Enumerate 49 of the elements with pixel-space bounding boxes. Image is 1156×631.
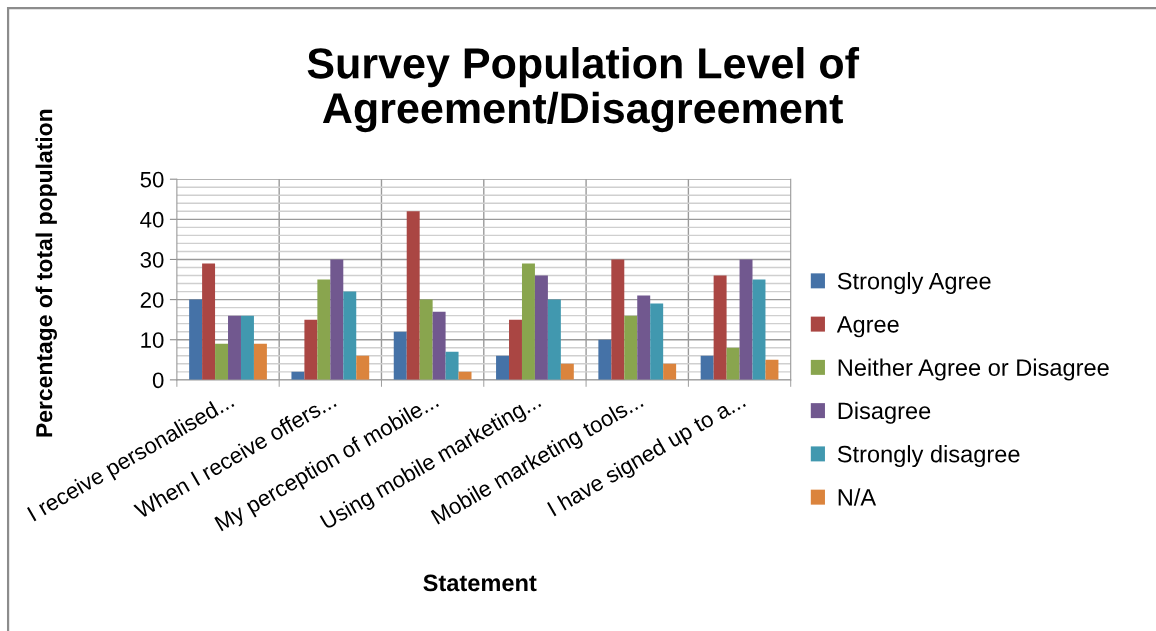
- y-axis-title: Percentage of total population: [35, 109, 57, 437]
- bar: [419, 299, 433, 380]
- bar: [253, 343, 267, 380]
- legend-label: Neither Agree or Disagree: [838, 358, 1109, 381]
- bar: [496, 355, 510, 380]
- legend-label: Agree: [836, 316, 899, 338]
- bar: [189, 299, 203, 380]
- bar: [215, 343, 229, 380]
- bar: [726, 347, 740, 380]
- bar: [202, 263, 216, 380]
- bar: [637, 295, 651, 380]
- bar: [509, 319, 522, 380]
- chart-title: Survey Population Level of Agreement/Disagreement: [307, 47, 860, 133]
- y-tick-label: 40: [140, 211, 164, 228]
- bar: [228, 315, 241, 380]
- bar: [713, 275, 727, 380]
- y-tick-label: 0: [152, 372, 164, 389]
- bar: [330, 259, 344, 380]
- bar: [240, 315, 254, 380]
- y-tick-label: 10: [141, 332, 164, 348]
- bar: [624, 315, 638, 380]
- bar: [304, 319, 318, 380]
- bar: [547, 299, 561, 380]
- bar: [445, 351, 459, 380]
- y-tick-label: 50: [140, 171, 164, 188]
- legend-label: Strongly disagree: [837, 445, 1020, 468]
- legend-label: Disagree: [838, 401, 931, 424]
- bar: [765, 359, 779, 380]
- bar: [534, 275, 548, 380]
- legend-label: N/A: [838, 488, 877, 506]
- bar: [598, 339, 612, 380]
- bar: [317, 279, 331, 380]
- y-tick-label: 20: [140, 292, 164, 308]
- bar: [432, 311, 446, 380]
- bar: [663, 363, 677, 380]
- legend-label: Strongly Agree: [837, 272, 991, 295]
- bar: [393, 331, 407, 380]
- bar: [700, 355, 714, 380]
- bar: [406, 211, 420, 380]
- x-axis-title: Statement: [423, 574, 537, 592]
- bar: [611, 259, 625, 380]
- bar: [521, 263, 535, 380]
- bar: [356, 355, 370, 380]
- bar: [560, 363, 574, 380]
- bar: [650, 303, 664, 380]
- bar: [343, 291, 357, 380]
- bar: [752, 279, 766, 380]
- y-tick-label: 30: [140, 252, 164, 268]
- bar: [739, 259, 753, 380]
